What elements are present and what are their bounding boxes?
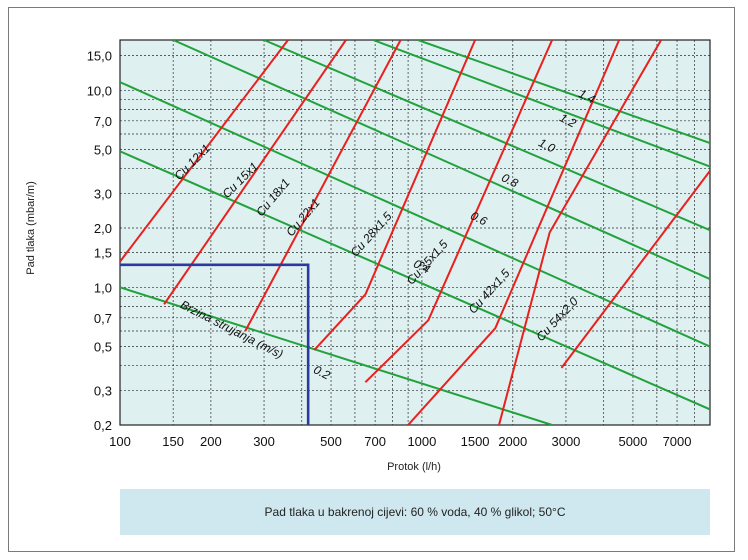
x-tick-label: 500 bbox=[320, 434, 342, 449]
pipe-line bbox=[560, 170, 710, 369]
x-tick-label: 700 bbox=[364, 434, 386, 449]
x-axis-label: Protok (l/h) bbox=[387, 461, 441, 473]
y-tick-label: 3,0 bbox=[94, 186, 112, 201]
velocity-line bbox=[263, 40, 710, 232]
x-tick-label: 5000 bbox=[618, 434, 647, 449]
pipe-line bbox=[364, 40, 554, 383]
pipe-line bbox=[244, 40, 402, 332]
x-tick-label: 3000 bbox=[551, 434, 580, 449]
x-tick-label: 2000 bbox=[498, 434, 527, 449]
plot-border bbox=[119, 39, 711, 426]
velocity-line bbox=[172, 40, 710, 281]
velocity-label: 1.2 bbox=[557, 110, 579, 130]
series-lines bbox=[120, 40, 710, 425]
x-tick-label: 1500 bbox=[461, 434, 490, 449]
velocity-line bbox=[120, 150, 710, 411]
x-tick-label: 150 bbox=[162, 434, 184, 449]
y-tick-label: 0,3 bbox=[94, 383, 112, 398]
y-tick-label: 0,2 bbox=[94, 418, 112, 433]
y-tick-label: 1,5 bbox=[94, 246, 112, 261]
velocity-line bbox=[372, 40, 710, 168]
velocity-label: 0.8 bbox=[499, 170, 521, 190]
y-tick-label: 2,0 bbox=[94, 221, 112, 236]
velocity-label: 1.0 bbox=[536, 135, 558, 155]
y-tick-label: 0,5 bbox=[94, 340, 112, 355]
grid-lines bbox=[120, 40, 710, 425]
velocity-label: 1.4 bbox=[576, 86, 598, 106]
y-tick-label: 10,0 bbox=[87, 83, 112, 98]
pipe-line bbox=[498, 40, 662, 425]
x-tick-label: 300 bbox=[253, 434, 275, 449]
pipe-line bbox=[407, 40, 621, 425]
x-tick-label: 1000 bbox=[407, 434, 436, 449]
x-tick-label: 200 bbox=[200, 434, 222, 449]
pipe-line bbox=[120, 40, 289, 263]
velocity-line bbox=[120, 286, 553, 425]
caption-box: Pad tlaka u bakrenoj cijevi: 60 % voda, … bbox=[120, 489, 710, 535]
y-tick-label: 1,0 bbox=[94, 280, 112, 295]
x-tick-label: 100 bbox=[109, 434, 131, 449]
plot-background bbox=[120, 40, 710, 425]
pipe-line bbox=[313, 40, 477, 351]
x-tick-label: 7000 bbox=[663, 434, 692, 449]
y-tick-label: 0,7 bbox=[94, 311, 112, 326]
y-axis-label: Pad tlaka (mbar/m) bbox=[25, 181, 37, 275]
example-reading-line bbox=[120, 263, 310, 425]
pipe-line bbox=[163, 40, 347, 305]
velocity-label: 0.6 bbox=[468, 208, 490, 228]
axis-ticks: 100 150 200 300 500 700 1000 1500 2000 3000 5000 70… bbox=[87, 49, 692, 449]
velocity-label: 0.2 bbox=[311, 362, 333, 382]
velocity-label: 0.4 bbox=[411, 256, 433, 276]
y-tick-label: 5,0 bbox=[94, 143, 112, 158]
y-tick-label: 7,0 bbox=[94, 114, 112, 129]
velocity-line bbox=[417, 40, 710, 144]
caption-text: Pad tlaka u bakrenoj cijevi: 60 % voda, … bbox=[264, 505, 566, 519]
y-tick-label: 15,0 bbox=[87, 49, 112, 64]
